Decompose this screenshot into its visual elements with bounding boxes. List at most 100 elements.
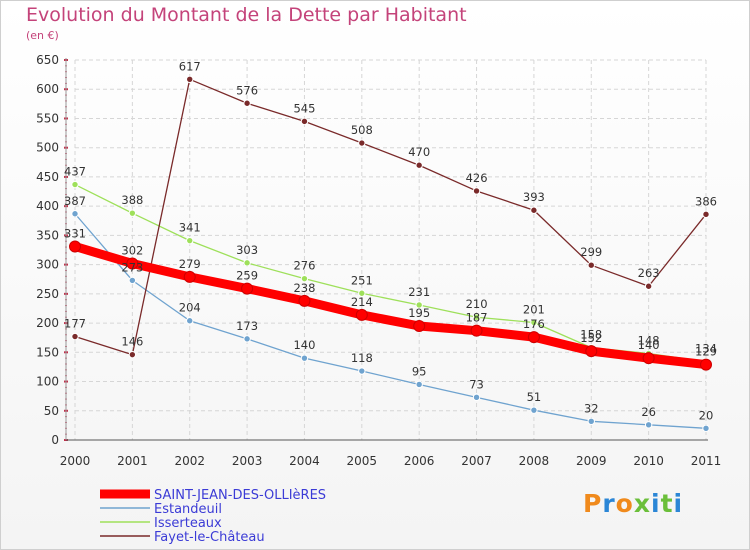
y-tick-label: 100 [36, 375, 59, 389]
data-point [472, 313, 481, 321]
x-tick-label: 2004 [289, 454, 320, 468]
x-tick-label: 2000 [60, 454, 91, 468]
data-point [642, 352, 655, 365]
data-label: 331 [64, 226, 86, 240]
data-point [128, 276, 137, 285]
data-label: 32 [584, 401, 599, 415]
data-point [644, 282, 653, 290]
logo-letter: i [673, 489, 684, 518]
data-label: 140 [638, 338, 660, 352]
y-tick-label: 200 [36, 316, 59, 330]
data-label: 386 [695, 194, 717, 208]
data-label: 251 [351, 273, 373, 287]
data-point [71, 332, 79, 341]
data-point [355, 308, 368, 321]
data-label: 95 [412, 364, 427, 378]
logo-letter: t [660, 489, 674, 518]
data-label: 134 [695, 342, 717, 356]
y-tick-label: 550 [36, 111, 59, 125]
data-point [470, 324, 483, 337]
y-tick-label: 50 [44, 404, 59, 418]
data-point [243, 335, 251, 343]
chart-title: Evolution du Montant de la Dette par Hab… [26, 4, 467, 26]
data-label: 26 [641, 405, 656, 419]
data-point [530, 206, 538, 214]
data-label: 140 [293, 338, 315, 352]
data-label: 426 [466, 171, 488, 185]
logo-letter: o [615, 489, 634, 518]
data-point [300, 117, 309, 126]
data-label: 195 [408, 306, 430, 320]
data-label: 238 [293, 281, 315, 295]
x-tick-label: 2009 [576, 454, 607, 468]
data-label: 129 [695, 345, 717, 359]
x-tick-label: 2010 [633, 454, 664, 468]
x-tick-label: 2005 [347, 454, 378, 468]
y-tick-label: 250 [36, 287, 59, 301]
data-point [700, 358, 712, 371]
data-point [472, 187, 481, 195]
data-label: 279 [179, 257, 201, 271]
data-point [69, 240, 81, 253]
data-label: 20 [699, 408, 714, 422]
data-label: 214 [351, 295, 373, 309]
data-point [126, 257, 139, 270]
data-point [702, 210, 710, 219]
data-label: 437 [64, 165, 86, 179]
data-point [415, 380, 423, 389]
y-tick-label: 500 [36, 141, 59, 155]
data-label: 303 [236, 243, 258, 257]
logo-letter: i [651, 489, 661, 518]
data-point [415, 301, 423, 309]
data-point [530, 406, 538, 414]
x-tick-label: 2008 [519, 454, 550, 468]
legend-label: Isserteaux [154, 516, 222, 531]
data-point [186, 317, 194, 325]
data-point [300, 354, 309, 362]
y-tick-label: 450 [36, 170, 59, 184]
x-tick-label: 2002 [174, 454, 205, 468]
data-label: 231 [408, 285, 430, 299]
data-label: 148 [638, 333, 660, 347]
series-line-0 [70, 241, 711, 370]
data-label: 158 [580, 328, 602, 342]
data-point [358, 367, 366, 375]
data-point [183, 270, 196, 283]
data-point [702, 424, 710, 433]
data-label: 73 [469, 377, 484, 391]
data-point [530, 318, 538, 327]
data-label: 204 [179, 301, 201, 315]
data-point [413, 320, 426, 332]
data-label: 545 [293, 101, 315, 115]
data-label: 299 [580, 245, 602, 259]
data-label: 393 [523, 190, 545, 204]
x-tick-label: 2011 [691, 454, 722, 468]
data-label: 508 [351, 123, 373, 137]
data-point [241, 282, 254, 295]
data-point [644, 421, 653, 429]
y-tick-label: 650 [36, 53, 59, 67]
data-point [358, 139, 366, 147]
data-label: 176 [523, 317, 545, 331]
data-label: 187 [466, 311, 488, 325]
x-tick-label: 2001 [117, 454, 148, 468]
data-label: 146 [121, 335, 143, 349]
x-tick-label: 2003 [232, 454, 263, 468]
y-tick-label: 0 [51, 433, 59, 447]
data-label: 273 [121, 260, 143, 274]
data-point [128, 350, 137, 359]
data-point [186, 75, 194, 83]
data-point [243, 99, 251, 107]
y-tick-label: 350 [36, 228, 59, 242]
data-label: 388 [121, 193, 143, 207]
logo-letter: x [633, 489, 651, 518]
series-line-1 [74, 213, 707, 429]
data-label: 576 [236, 83, 258, 97]
grid [74, 59, 707, 441]
legend-label: Fayet-le-Château [154, 530, 265, 545]
x-tick-label: 2007 [461, 454, 492, 468]
data-point [71, 210, 79, 218]
data-label: 302 [121, 243, 143, 257]
